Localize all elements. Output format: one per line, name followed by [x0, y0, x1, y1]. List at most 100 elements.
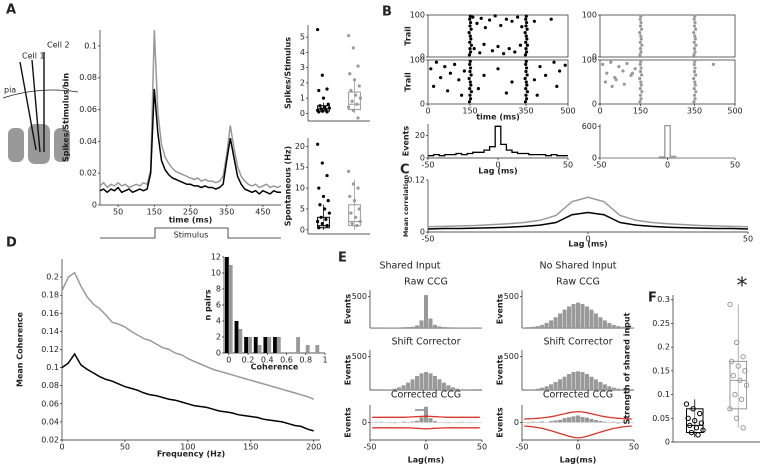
x-tick-label: 0: [425, 107, 430, 116]
spike: [468, 97, 473, 101]
ccg-bar: [562, 309, 567, 328]
data-line: [61, 271, 314, 400]
data-point: [348, 72, 352, 76]
ccg-bar: [620, 389, 625, 390]
y-tick-label: 0.18: [41, 291, 59, 300]
spike: [693, 66, 697, 70]
ccg-bar: [593, 379, 598, 390]
ccg-bar: [535, 388, 540, 390]
pia-label: pia: [4, 86, 16, 95]
spike: [468, 62, 472, 66]
y-tick-label: 0.1: [657, 390, 670, 399]
data-point: [354, 93, 358, 97]
panel-label: D: [6, 236, 17, 251]
bar: [248, 337, 252, 353]
ccg-bar: [455, 388, 460, 390]
spike: [524, 97, 529, 101]
ccg-bar: [589, 419, 594, 423]
data-point: [733, 415, 740, 421]
ccg-bar: [397, 327, 402, 328]
ccg-bar: [607, 386, 612, 390]
y-tick-label: 500: [352, 292, 367, 301]
panel-subtitle: Corrected CCG: [543, 390, 613, 401]
spike: [483, 26, 487, 30]
y-tick-label: 0: [665, 438, 670, 447]
spike: [520, 25, 524, 29]
spike: [468, 69, 472, 74]
spike: [693, 14, 697, 18]
y-tick-label: 100: [582, 56, 597, 65]
bar: [253, 337, 258, 353]
y-tick-label: 10: [211, 269, 221, 278]
ccg-bar: [611, 387, 616, 390]
data-point: [357, 84, 361, 88]
spike: [524, 34, 528, 38]
spike: [692, 17, 696, 21]
x-tick-label: 0: [495, 161, 500, 170]
pia-line: [2, 89, 79, 99]
y-axis-label: n pairs: [204, 289, 213, 320]
ccg-bar: [602, 384, 607, 390]
ccg-bar: [616, 388, 621, 390]
spike: [468, 34, 472, 38]
ccg-bar: [575, 302, 581, 328]
ccg-bar: [388, 389, 393, 390]
data-point: [317, 226, 321, 230]
spike: [504, 91, 508, 95]
ccg-bar: [441, 421, 446, 423]
x-tick-label: 500: [727, 107, 742, 116]
y-tick-label: 0.05: [652, 414, 670, 423]
spike: [638, 100, 642, 104]
ccg-bar: [415, 325, 420, 328]
data-line: [61, 352, 314, 432]
spike: [694, 90, 698, 94]
x-tick-label: 50: [730, 161, 740, 170]
spike: [639, 66, 643, 70]
ccg-bar: [611, 421, 616, 423]
y-tick-label: 20: [415, 131, 425, 140]
ccg-bar: [531, 421, 536, 423]
x-tick-label: 0: [59, 443, 64, 452]
spike: [468, 17, 472, 21]
spike: [638, 47, 643, 51]
spike: [524, 59, 528, 63]
spike: [462, 69, 466, 73]
data-point: [323, 207, 327, 211]
spike: [638, 93, 643, 97]
spike: [544, 73, 548, 77]
spike: [525, 43, 530, 47]
bar: [238, 329, 243, 353]
spike: [693, 34, 697, 38]
stimulus-bracket: [100, 227, 281, 239]
spike: [518, 43, 523, 47]
x-tick-label: 0: [226, 356, 231, 365]
spike: [639, 14, 643, 18]
ccg-bar: [571, 416, 576, 423]
ccg-bar: [468, 421, 473, 423]
y-tick-label: 0.06: [41, 399, 59, 408]
y-tick-label: 0: [362, 418, 367, 427]
ccg-bar: [432, 376, 437, 390]
spike: [639, 27, 644, 31]
ccg-bar: [410, 326, 415, 328]
spike: [638, 17, 642, 21]
spike: [621, 69, 625, 73]
ccg-bar: [428, 318, 433, 328]
y-tick-label: 5: [300, 33, 305, 42]
spike: [524, 66, 529, 70]
panel-label: A: [6, 3, 16, 18]
spike: [524, 69, 528, 74]
data-point: [320, 73, 324, 77]
ccg-bar: [437, 379, 442, 390]
y-tick-label: 0: [592, 100, 597, 109]
ccg-bar: [410, 421, 415, 423]
ccg-bar: [459, 421, 464, 423]
ccg-bar: [567, 374, 572, 390]
ccg-bar: [571, 372, 576, 390]
y-axis-label: Events: [344, 294, 353, 325]
y-tick-label: 4: [300, 48, 305, 57]
ccg-bar: [553, 382, 558, 390]
y-tick-label: 0.16: [41, 309, 59, 318]
spike: [638, 87, 642, 91]
data-point: [349, 88, 353, 93]
